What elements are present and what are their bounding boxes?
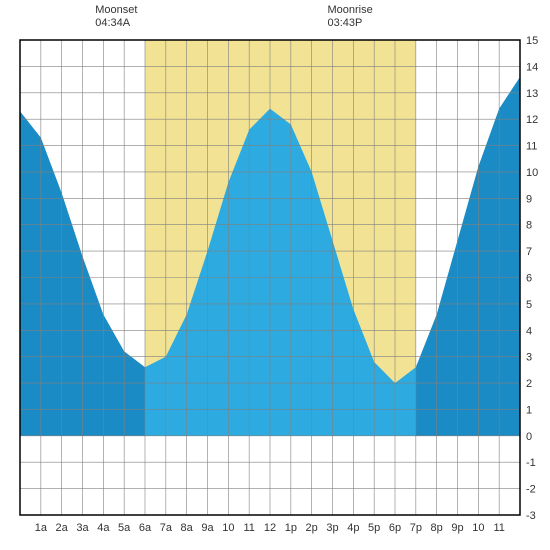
svg-text:-1: -1 [526, 457, 536, 469]
moonrise-title: Moonrise [328, 4, 373, 17]
svg-text:10: 10 [222, 522, 234, 534]
svg-text:10: 10 [526, 167, 538, 179]
svg-text:9p: 9p [451, 522, 463, 534]
moonrise-label: Moonrise 03:43P [328, 4, 373, 30]
svg-text:11: 11 [243, 522, 254, 534]
svg-text:-2: -2 [526, 484, 536, 496]
svg-text:11: 11 [493, 522, 504, 534]
svg-text:5a: 5a [118, 522, 131, 534]
svg-text:8a: 8a [181, 522, 194, 534]
svg-text:4a: 4a [97, 522, 110, 534]
svg-text:8p: 8p [431, 522, 443, 534]
moonset-time: 04:34A [95, 17, 137, 30]
svg-text:2p: 2p [306, 522, 318, 534]
svg-text:1: 1 [526, 404, 532, 416]
svg-text:1p: 1p [285, 522, 297, 534]
svg-text:7p: 7p [410, 522, 422, 534]
moonset-label: Moonset 04:34A [95, 4, 137, 30]
svg-text:1a: 1a [35, 522, 48, 534]
svg-text:7a: 7a [160, 522, 173, 534]
svg-text:0: 0 [526, 431, 532, 443]
svg-text:9: 9 [526, 193, 532, 205]
svg-text:4: 4 [526, 325, 532, 337]
svg-text:5: 5 [526, 299, 532, 311]
svg-text:6: 6 [526, 273, 532, 285]
svg-text:3p: 3p [326, 522, 338, 534]
moonset-title: Moonset [95, 4, 137, 17]
svg-text:2a: 2a [56, 522, 69, 534]
svg-text:8: 8 [526, 220, 532, 232]
svg-text:4p: 4p [347, 522, 359, 534]
chart-svg: -3-2-101234567891011121314151a2a3a4a5a6a… [0, 0, 550, 550]
svg-text:7: 7 [526, 246, 532, 258]
svg-text:14: 14 [526, 61, 538, 73]
tide-chart: Moonset 04:34A Moonrise 03:43P -3-2-1012… [0, 0, 550, 550]
svg-text:6a: 6a [139, 522, 152, 534]
svg-text:12: 12 [526, 114, 538, 126]
svg-text:3a: 3a [76, 522, 89, 534]
svg-text:11: 11 [526, 141, 537, 153]
svg-text:13: 13 [526, 88, 538, 100]
moonrise-time: 03:43P [328, 17, 373, 30]
svg-text:2: 2 [526, 378, 532, 390]
svg-text:12: 12 [264, 522, 276, 534]
svg-text:5p: 5p [368, 522, 380, 534]
svg-text:3: 3 [526, 352, 532, 364]
svg-text:6p: 6p [389, 522, 401, 534]
header-labels: Moonset 04:34A Moonrise 03:43P [0, 0, 550, 40]
svg-text:-3: -3 [526, 510, 536, 522]
svg-text:10: 10 [472, 522, 484, 534]
svg-text:9a: 9a [201, 522, 214, 534]
